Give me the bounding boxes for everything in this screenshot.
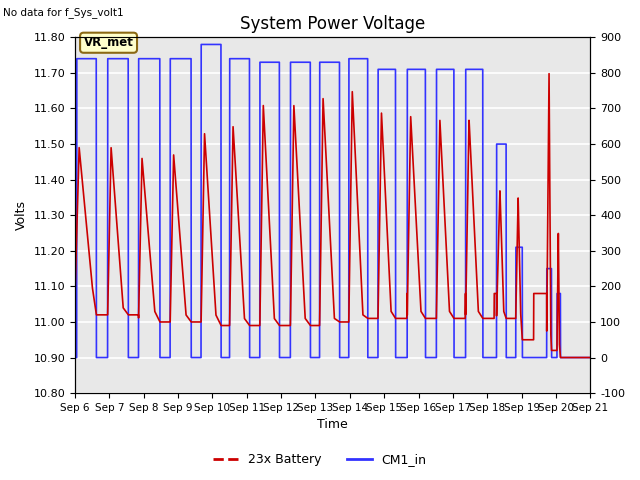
Y-axis label: Volts: Volts: [15, 200, 28, 230]
X-axis label: Time: Time: [317, 419, 348, 432]
Text: No data for f_Sys_volt1: No data for f_Sys_volt1: [3, 7, 124, 18]
Text: VR_met: VR_met: [84, 36, 134, 49]
Title: System Power Voltage: System Power Voltage: [240, 15, 425, 33]
Legend: 23x Battery, CM1_in: 23x Battery, CM1_in: [208, 448, 432, 471]
